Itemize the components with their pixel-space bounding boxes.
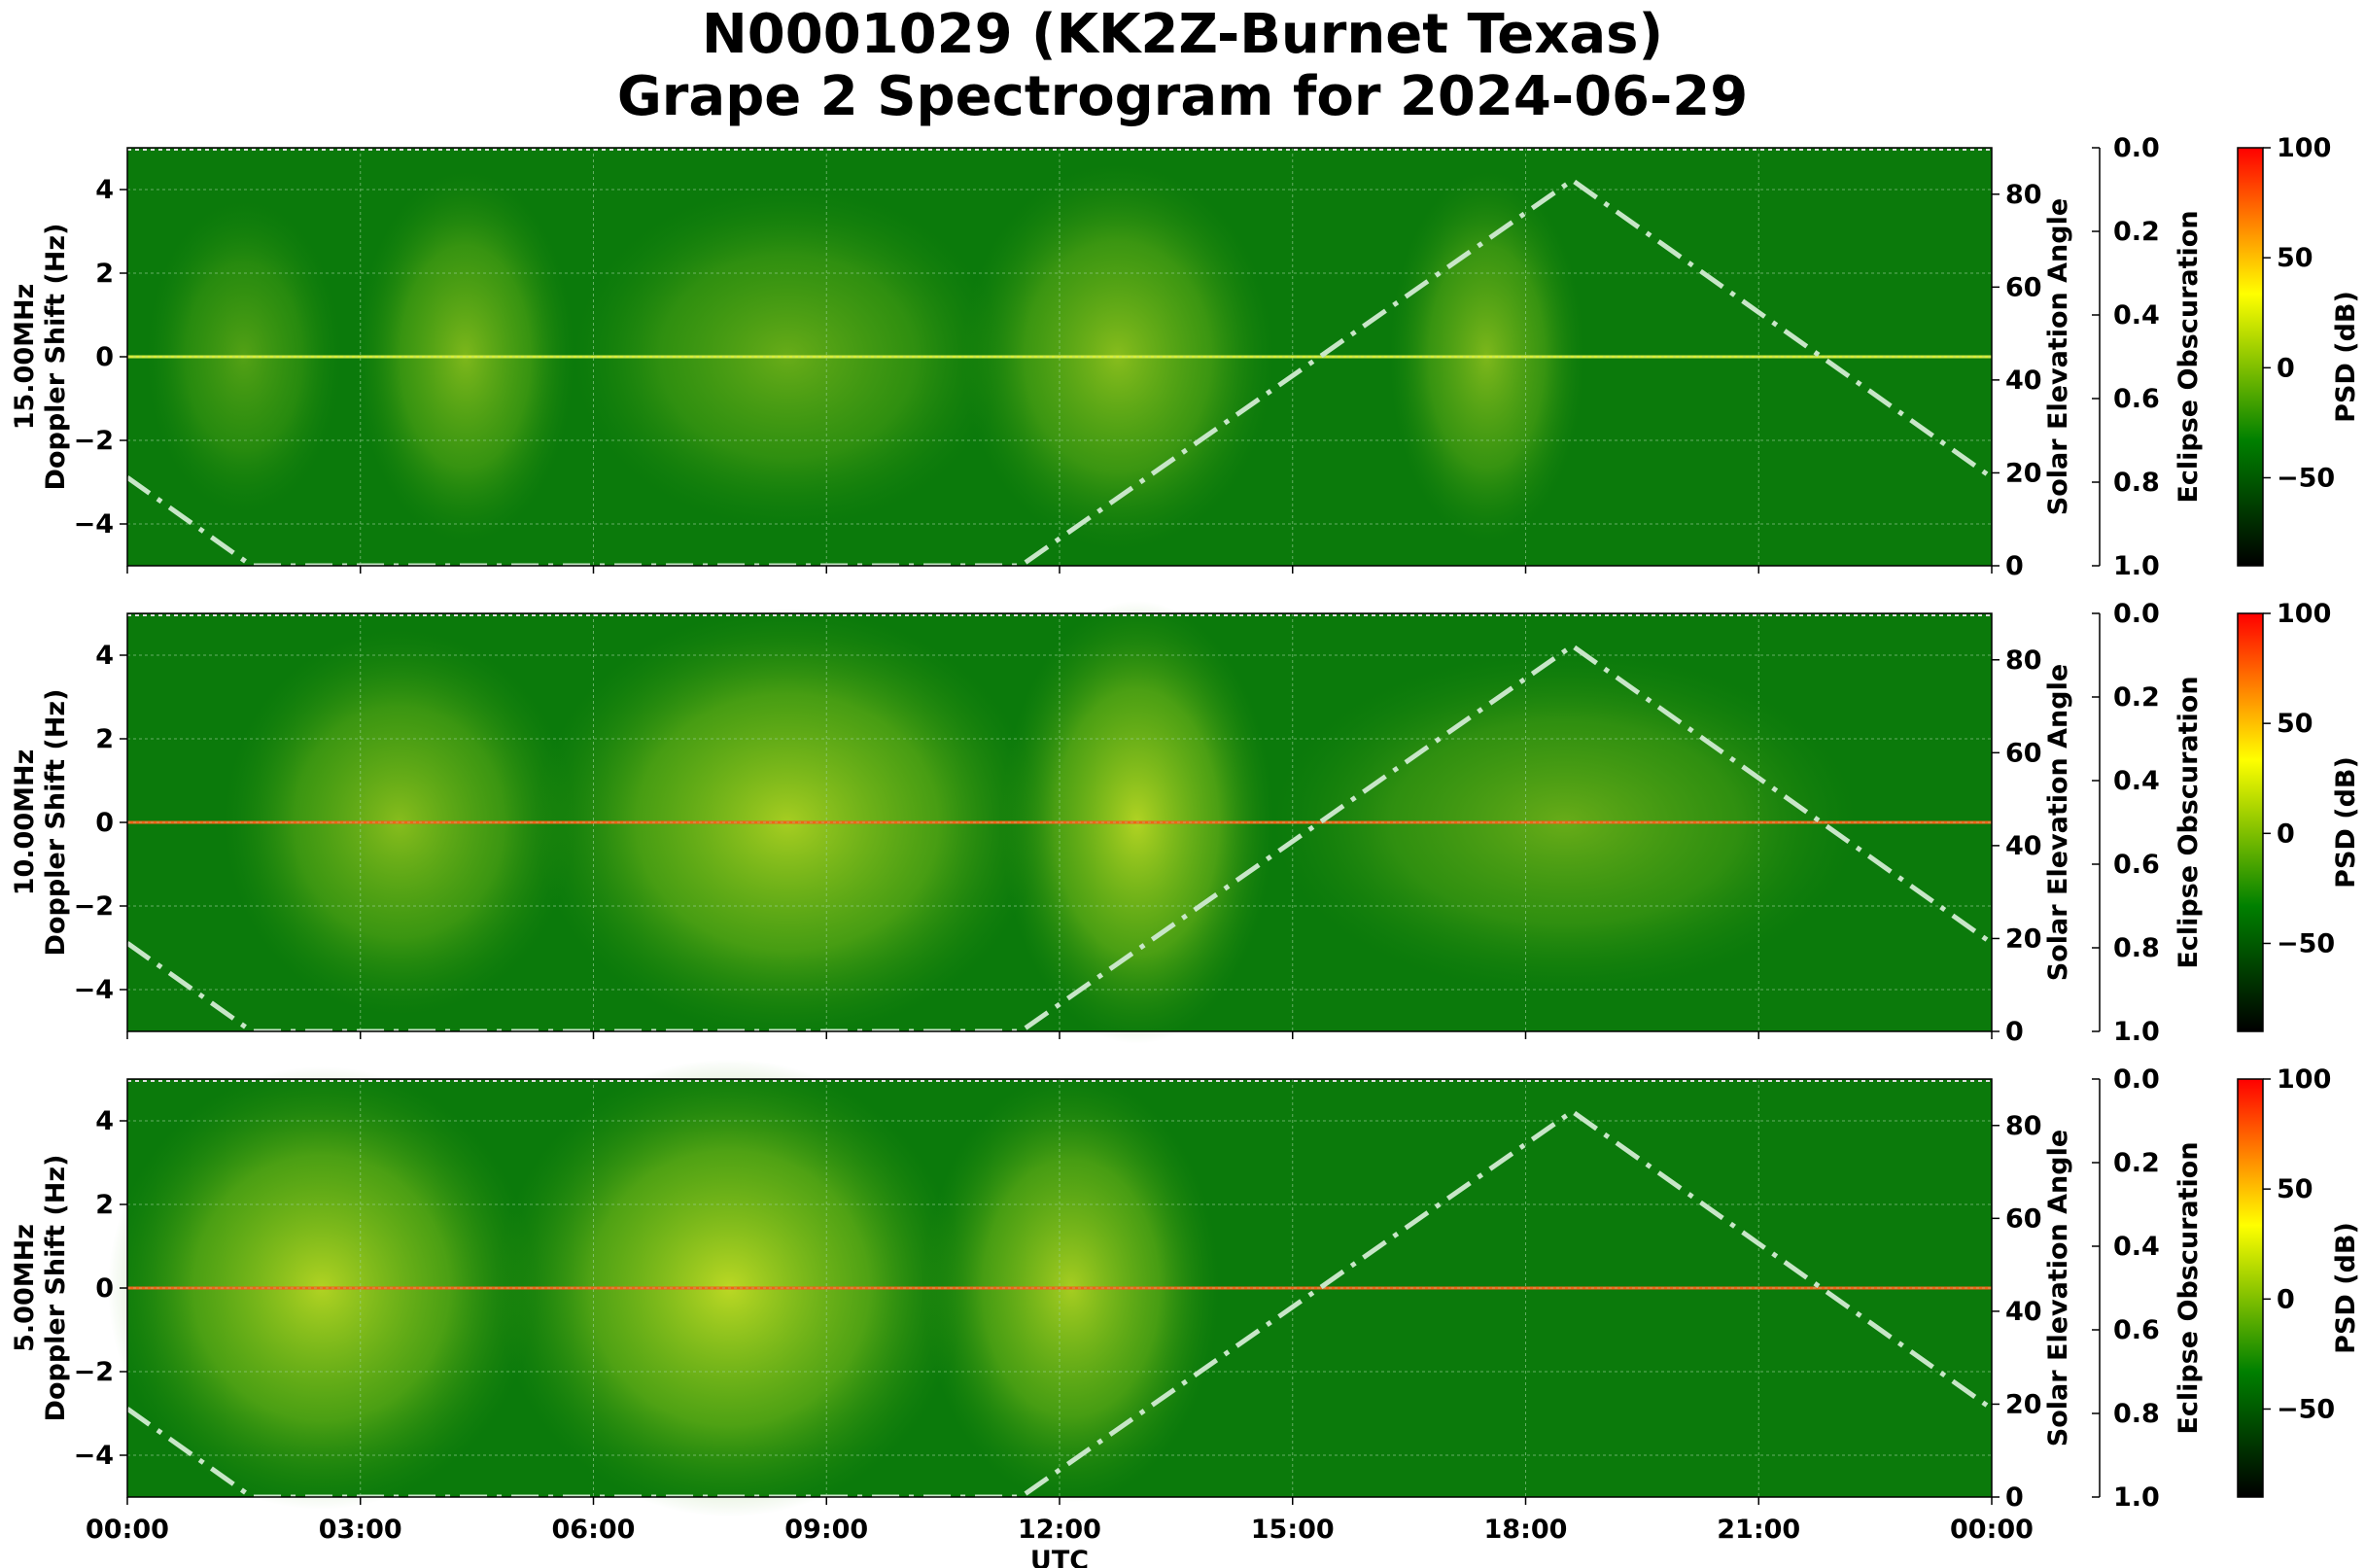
elevation-tick-label: 80 bbox=[2005, 180, 2042, 210]
obscuration-axis-label: Eclipse Obscuration bbox=[2174, 676, 2204, 968]
figure-title-line-2: Grape 2 Spectrogram for 2024-06-29 bbox=[616, 65, 1749, 128]
colorbar-tick-label: 100 bbox=[2277, 133, 2331, 163]
elevation-tick-label: 0 bbox=[2005, 551, 2024, 581]
elevation-axis-label: Solar Elevation Angle bbox=[2043, 1130, 2073, 1446]
obscuration-tick-label: 0.8 bbox=[2113, 468, 2160, 498]
obscuration-axis-label: Eclipse Obscuration bbox=[2174, 1141, 2204, 1434]
elevation-tick-label: 0 bbox=[2005, 1017, 2024, 1047]
obscuration-tick-label: 0.2 bbox=[2113, 217, 2160, 247]
y-tick-label: −4 bbox=[74, 975, 114, 1005]
colorbar-tick-label: 0 bbox=[2277, 353, 2295, 383]
colorbar-tick-label: −50 bbox=[2277, 928, 2335, 958]
y-tick-label: −2 bbox=[74, 1357, 114, 1387]
panel-frequency-label: 15.00MHz bbox=[10, 284, 40, 431]
colorbar-tick-label: 0 bbox=[2277, 1284, 2295, 1314]
obscuration-tick-label: 0.0 bbox=[2113, 599, 2160, 629]
elevation-tick-label: 20 bbox=[2005, 923, 2042, 954]
obscuration-tick-label: 0.4 bbox=[2113, 300, 2160, 331]
colorbar-tick-label: 100 bbox=[2277, 599, 2331, 629]
x-tick-label: 00:00 bbox=[1950, 1515, 2034, 1545]
solar-elevation-curve bbox=[127, 177, 1992, 566]
colorbar-label: PSD (dB) bbox=[2331, 291, 2361, 423]
elevation-tick-label: 20 bbox=[2005, 1389, 2042, 1419]
panel-10.00MHz: 420−2−410.00MHz Doppler Shift (Hz)0204060… bbox=[10, 599, 2361, 1047]
x-tick-label: 09:00 bbox=[784, 1515, 868, 1545]
obscuration-tick-label: 0.4 bbox=[2113, 1232, 2160, 1262]
elevation-tick-label: 40 bbox=[2005, 831, 2042, 861]
colorbar-tick-label: 50 bbox=[2277, 709, 2313, 739]
y-tick-label: −2 bbox=[74, 891, 114, 922]
panel-15.00MHz: 420−2−415.00MHz Doppler Shift (Hz)0204060… bbox=[10, 133, 2361, 581]
y-tick-label: 4 bbox=[95, 1106, 114, 1136]
colorbar-tick-label: 50 bbox=[2277, 1174, 2313, 1204]
x-tick-label: 00:00 bbox=[86, 1515, 169, 1545]
y-tick-label: 0 bbox=[95, 342, 114, 372]
obscuration-tick-label: 0.0 bbox=[2113, 1064, 2160, 1095]
elevation-tick-label: 40 bbox=[2005, 1297, 2042, 1327]
x-tick-label: 12:00 bbox=[1018, 1515, 1101, 1545]
colorbar bbox=[2237, 147, 2264, 567]
y-axis-label: Doppler Shift (Hz) bbox=[41, 689, 71, 957]
y-axis-label: Doppler Shift (Hz) bbox=[41, 224, 71, 491]
y-tick-label: 4 bbox=[95, 641, 114, 671]
obscuration-tick-label: 0.6 bbox=[2113, 850, 2160, 880]
elevation-tick-label: 60 bbox=[2005, 738, 2042, 768]
solar-elevation-curve bbox=[127, 1108, 1992, 1497]
x-tick-label: 15:00 bbox=[1251, 1515, 1335, 1545]
elevation-axis-label: Solar Elevation Angle bbox=[2043, 198, 2073, 515]
colorbar bbox=[2237, 1078, 2264, 1498]
obscuration-tick-label: 1.0 bbox=[2113, 1017, 2160, 1047]
y-tick-label: 4 bbox=[95, 175, 114, 205]
colorbar-label: PSD (dB) bbox=[2331, 1222, 2361, 1354]
colorbar bbox=[2237, 612, 2264, 1032]
obscuration-tick-label: 0.2 bbox=[2113, 682, 2160, 713]
x-tick-label: 21:00 bbox=[1717, 1515, 1800, 1545]
x-tick-label: 18:00 bbox=[1484, 1515, 1568, 1545]
y-tick-label: −4 bbox=[74, 509, 114, 540]
colorbar-tick-label: −50 bbox=[2277, 1394, 2335, 1424]
y-tick-label: 0 bbox=[95, 1273, 114, 1304]
x-axis-label: UTC bbox=[1030, 1546, 1089, 1568]
obscuration-tick-label: 0.8 bbox=[2113, 933, 2160, 963]
obscuration-tick-label: 0.8 bbox=[2113, 1399, 2160, 1429]
y-tick-label: 0 bbox=[95, 808, 114, 838]
solar-elevation-curve bbox=[127, 643, 1992, 1031]
obscuration-tick-label: 1.0 bbox=[2113, 1482, 2160, 1513]
y-tick-label: −2 bbox=[74, 426, 114, 456]
obscuration-axis-label: Eclipse Obscuration bbox=[2174, 210, 2204, 503]
elevation-tick-label: 60 bbox=[2005, 1203, 2042, 1234]
colorbar-tick-label: 50 bbox=[2277, 243, 2313, 273]
colorbar-tick-label: 100 bbox=[2277, 1064, 2331, 1095]
x-tick-label: 06:00 bbox=[552, 1515, 636, 1545]
y-tick-label: 2 bbox=[95, 724, 114, 754]
panel-5.00MHz: 420−2−45.00MHz Doppler Shift (Hz)02040608… bbox=[10, 1059, 2361, 1568]
elevation-axis-label: Solar Elevation Angle bbox=[2043, 664, 2073, 981]
panel-frequency-label: 5.00MHz bbox=[10, 1224, 40, 1352]
elevation-tick-label: 80 bbox=[2005, 1111, 2042, 1141]
obscuration-tick-label: 1.0 bbox=[2113, 551, 2160, 581]
y-tick-label: 2 bbox=[95, 1190, 114, 1220]
obscuration-tick-label: 0.6 bbox=[2113, 384, 2160, 414]
obscuration-tick-label: 0.6 bbox=[2113, 1315, 2160, 1345]
elevation-tick-label: 20 bbox=[2005, 458, 2042, 488]
colorbar-label: PSD (dB) bbox=[2331, 756, 2361, 889]
obscuration-tick-label: 0.0 bbox=[2113, 133, 2160, 163]
elevation-tick-label: 40 bbox=[2005, 366, 2042, 396]
elevation-tick-label: 80 bbox=[2005, 645, 2042, 676]
elevation-tick-label: 0 bbox=[2005, 1482, 2024, 1513]
elevation-tick-label: 60 bbox=[2005, 272, 2042, 302]
colorbar-tick-label: −50 bbox=[2277, 463, 2335, 493]
obscuration-tick-label: 0.4 bbox=[2113, 766, 2160, 796]
obscuration-tick-label: 0.2 bbox=[2113, 1148, 2160, 1178]
y-tick-label: −4 bbox=[74, 1441, 114, 1471]
figure-title-line-1: N0001029 (KK2Z-Burnet Texas) bbox=[701, 3, 1664, 66]
colorbar-tick-label: 0 bbox=[2277, 819, 2295, 849]
y-tick-label: 2 bbox=[95, 259, 114, 289]
y-axis-label: Doppler Shift (Hz) bbox=[41, 1155, 71, 1422]
panel-frequency-label: 10.00MHz bbox=[10, 749, 40, 896]
x-tick-label: 03:00 bbox=[319, 1515, 402, 1545]
